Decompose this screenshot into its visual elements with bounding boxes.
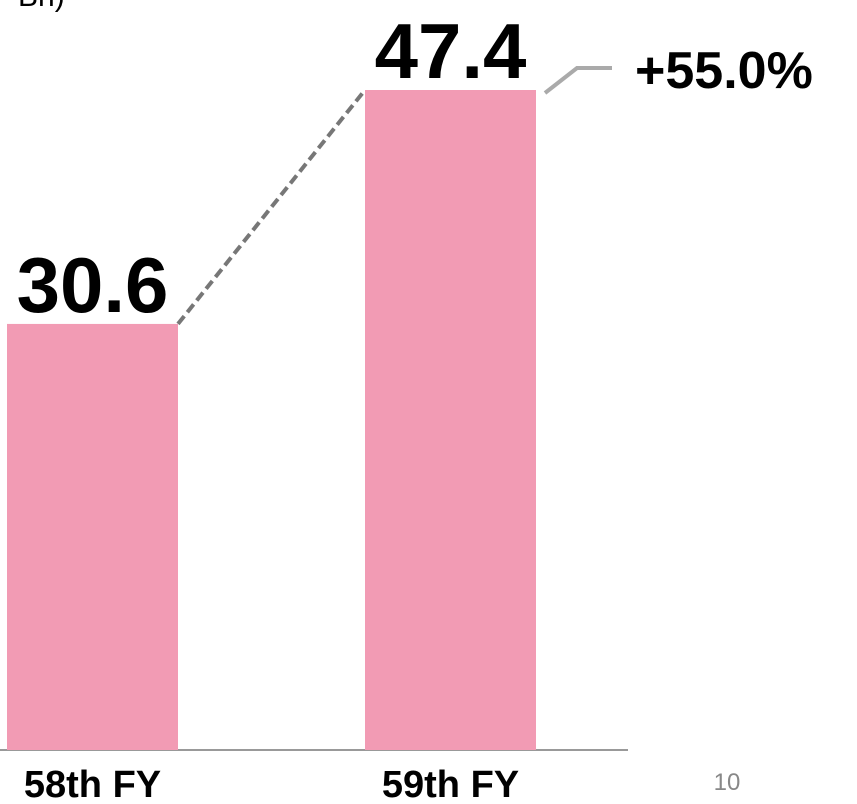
growth-annotation: +55.0%	[635, 42, 813, 100]
bar	[7, 323, 178, 750]
leader-line	[543, 66, 612, 95]
value-label: 30.6	[17, 241, 169, 329]
unit-label: Bn)	[18, 0, 65, 13]
bar	[365, 90, 536, 750]
x-tick-label: 59th FY	[382, 764, 519, 804]
x-tick-label: 58th FY	[24, 764, 161, 804]
page-number: 10	[714, 769, 741, 796]
value-label: 47.4	[375, 7, 527, 95]
trend-line	[176, 88, 367, 326]
